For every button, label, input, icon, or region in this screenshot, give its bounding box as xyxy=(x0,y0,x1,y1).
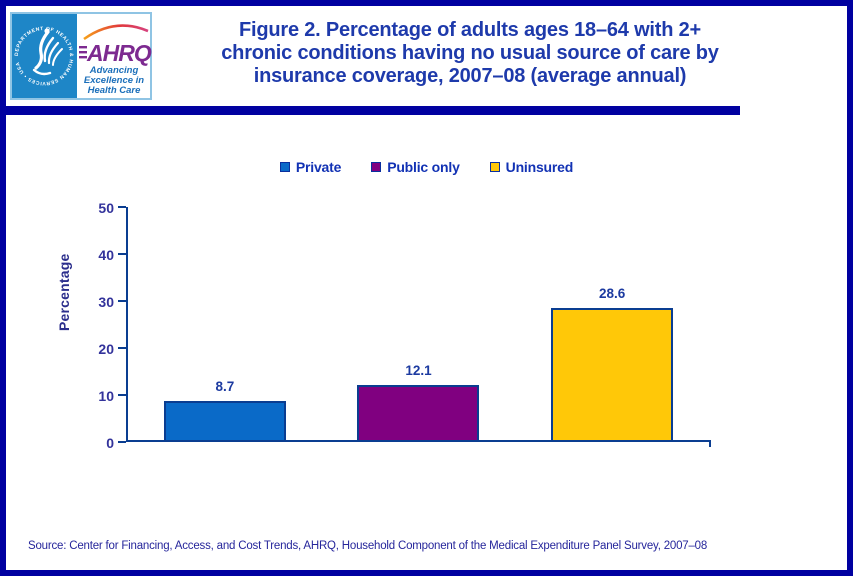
y-tick-label: 0 xyxy=(106,435,114,451)
header-divider xyxy=(0,106,740,115)
figure-title-line2: chronic conditions having no usual sourc… xyxy=(221,42,719,64)
figure-title-line3: insurance coverage, 2007–08 (average ann… xyxy=(253,65,687,87)
ahrq-wordmark: AHRQ Advancing Excellence in Health Care xyxy=(79,24,153,96)
chart-legend: Private Public only Uninsured xyxy=(0,159,853,175)
y-tick-label: 20 xyxy=(98,341,114,357)
y-tick-label: 30 xyxy=(98,294,114,310)
figure-title-line1: Figure 2. Percentage of adults ages 18–6… xyxy=(238,19,702,41)
bar xyxy=(163,401,286,442)
bar xyxy=(551,308,674,442)
bar-group: 12.1 xyxy=(357,207,480,442)
y-axis-title: Percentage xyxy=(56,253,72,331)
y-tick xyxy=(118,300,126,302)
logo-tagline-line2: Excellence in xyxy=(84,75,144,86)
logo-tagline-line1: Advancing xyxy=(89,65,139,76)
hhs-ahrq-logo-graphic: DEPARTMENT OF HEALTH & HUMAN SERVICES • … xyxy=(10,12,153,100)
source-note: Source: Center for Financing, Access, an… xyxy=(28,540,708,552)
legend-item-private: Private xyxy=(279,159,342,175)
y-tick-label: 10 xyxy=(98,388,114,404)
bar-group: 8.7 xyxy=(163,207,286,442)
bars-layer: 8.7 12.1 28.6 xyxy=(128,207,709,442)
bar-value-label: 12.1 xyxy=(405,363,432,378)
legend-label: Uninsured xyxy=(505,159,574,175)
y-tick xyxy=(118,394,126,396)
ahrq-acronym-text: AHRQ xyxy=(86,40,152,66)
figure-title: Figure 2. Percentage of adults ages 18–6… xyxy=(190,19,750,88)
bar-group: 28.6 xyxy=(551,207,674,442)
y-tick-label: 50 xyxy=(98,200,114,216)
logo-tagline-line3: Health Care xyxy=(88,85,142,96)
y-tick xyxy=(118,253,126,255)
legend-swatch xyxy=(279,162,290,172)
hhs-ahrq-logo: DEPARTMENT OF HEALTH & HUMAN SERVICES • … xyxy=(10,12,153,100)
hhs-eagle-icon: DEPARTMENT OF HEALTH & HUMAN SERVICES • … xyxy=(12,14,77,98)
legend-label: Private xyxy=(295,159,342,175)
legend-item-public-only: Public only xyxy=(371,159,460,175)
y-tick xyxy=(118,347,126,349)
y-tick xyxy=(118,206,126,208)
bar-value-label: 8.7 xyxy=(215,379,235,394)
y-tick-label: 40 xyxy=(98,247,114,263)
y-tick xyxy=(118,441,126,443)
plot-area: 8.7 12.1 28.6 0 10 20 30 xyxy=(98,200,711,451)
legend-item-uninsured: Uninsured xyxy=(489,159,574,175)
legend-label: Public only xyxy=(387,159,460,175)
bar-value-label: 28.6 xyxy=(599,286,626,301)
legend-swatch xyxy=(371,162,382,172)
x-axis-end-tick xyxy=(709,440,711,447)
bar xyxy=(357,385,480,442)
rainbow-arc-icon xyxy=(83,24,149,41)
legend-swatch xyxy=(489,162,500,172)
